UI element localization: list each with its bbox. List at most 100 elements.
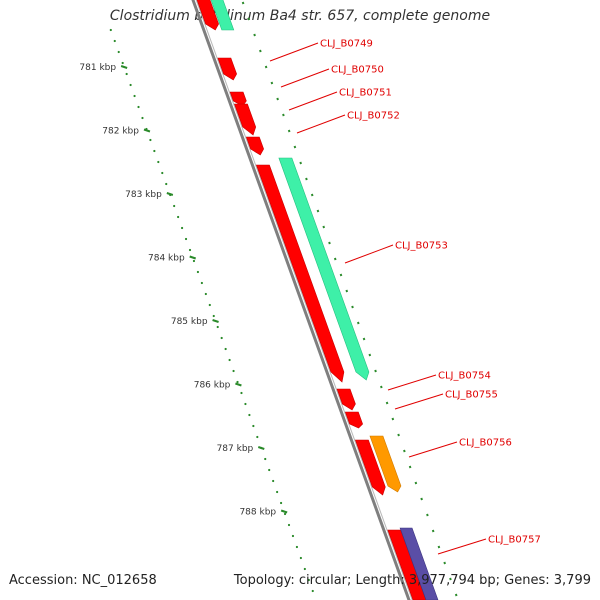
cds-arrow: [387, 529, 427, 600]
inner-dash: [345, 289, 349, 293]
scale-tick: [235, 382, 242, 387]
scale-dot: [224, 347, 227, 351]
inner-dash: [270, 81, 274, 85]
inner-dash: [322, 225, 326, 229]
scale-dot: [279, 501, 283, 505]
inner-dash: [241, 1, 245, 5]
gene-features: [196, 0, 439, 600]
scale-dot: [208, 303, 211, 307]
scale-dot: [287, 523, 291, 527]
inner-dash: [443, 561, 446, 565]
inner-dash: [449, 577, 452, 581]
scale-dot: [177, 215, 180, 219]
scale-dot: [303, 567, 306, 571]
scale-dot: [161, 171, 164, 175]
scale-dot: [192, 259, 196, 263]
inner-dash: [380, 385, 383, 389]
label-connector: [408, 441, 458, 458]
cds-arrow: [336, 388, 356, 411]
gene-label: CLJ_B0757: [488, 535, 541, 546]
accession-text: Accession: NC_012658: [9, 573, 157, 588]
scale-dot: [157, 160, 160, 164]
scale-dot: [248, 413, 251, 417]
backbone-line: [191, 0, 411, 600]
cds-arrow: [354, 439, 386, 496]
inner-dash: [454, 593, 458, 597]
scale-dot: [228, 358, 231, 362]
orange-feature: [369, 435, 402, 493]
scale-dot: [252, 424, 255, 428]
backbone-shade: [195, 0, 413, 600]
topology-text: Topology: circular; Length: 3,977,794 bp…: [233, 573, 591, 588]
scale-dot: [204, 292, 207, 296]
scale-dot: [283, 512, 287, 516]
inner-dash: [339, 273, 343, 277]
scale-dot: [311, 589, 314, 593]
label-connector: [288, 91, 338, 111]
scale-dot: [299, 556, 302, 560]
label-connector: [437, 538, 487, 555]
scale-dot: [256, 435, 259, 439]
scale-dot: [165, 182, 168, 186]
inner-dash: [333, 257, 337, 261]
scale-dot: [268, 468, 271, 472]
scale-dot: [141, 116, 144, 120]
inner-dash: [310, 193, 314, 197]
cds-arrow: [217, 57, 237, 81]
cds-arrow: [255, 164, 345, 383]
gene-label: CLJ_B0750: [331, 65, 384, 76]
gc-dotted-track: [109, 1, 458, 597]
inner-dash: [351, 305, 354, 309]
inner-dash: [305, 177, 308, 181]
gene-label: CLJ_B0752: [347, 111, 400, 122]
inner-dash: [316, 209, 320, 213]
gene-label: CLJ_B0755: [445, 390, 498, 401]
label-connector: [394, 393, 444, 410]
gene-labels: CLJ_B0749 CLJ_B0750 CLJ_B0751 CLJ_B0752 CLJ_…: [269, 39, 541, 555]
inner-dash: [356, 321, 360, 325]
kbp-label: 784 kbp: [148, 254, 185, 264]
scale-dot: [291, 534, 295, 538]
kbp-label: 781 kbp: [79, 63, 116, 73]
gene-label: CLJ_B0756: [459, 438, 512, 449]
scale-dot: [272, 479, 275, 483]
scale-tick: [280, 509, 288, 514]
inner-dash: [414, 481, 418, 485]
scale-dot: [121, 61, 124, 65]
scale-dot: [153, 149, 156, 153]
inner-dash: [362, 337, 366, 341]
inner-dash: [426, 513, 429, 517]
gene-label: CLJ_B0753: [395, 241, 448, 252]
scale-dot: [295, 545, 299, 549]
genome-backbone: [191, 0, 413, 600]
kbp-scale: 781 kbp 782 kbp 783 kbp 784 kbp 785 kbp 786 k…: [79, 63, 288, 518]
scale-dot: [196, 270, 200, 274]
scale-dot: [133, 94, 136, 98]
cds-arrow: [229, 91, 247, 107]
inner-dash: [437, 545, 441, 549]
inner-dash: [287, 129, 291, 133]
scale-dot: [173, 204, 176, 208]
scale-dot: [307, 578, 310, 582]
cds-arrow: [344, 411, 363, 429]
scale-dot: [220, 336, 223, 340]
green-feature: [278, 157, 370, 381]
inner-dash: [264, 65, 268, 69]
scale-dot: [125, 72, 128, 76]
gene-label: CLJ_B0749: [320, 39, 373, 50]
scale-dot: [200, 281, 203, 285]
kbp-label: 787 kbp: [217, 444, 254, 454]
kbp-label: 785 kbp: [171, 317, 208, 327]
scale-dot: [264, 457, 267, 461]
scale-dot: [113, 39, 116, 43]
scale-dot: [180, 226, 184, 230]
inner-dash: [259, 49, 262, 53]
inner-dash: [374, 369, 377, 373]
scale-dot: [137, 105, 140, 109]
inner-dash: [403, 449, 406, 453]
inner-dash: [276, 97, 279, 101]
scale-dot: [149, 138, 152, 142]
inner-dash: [282, 113, 285, 117]
